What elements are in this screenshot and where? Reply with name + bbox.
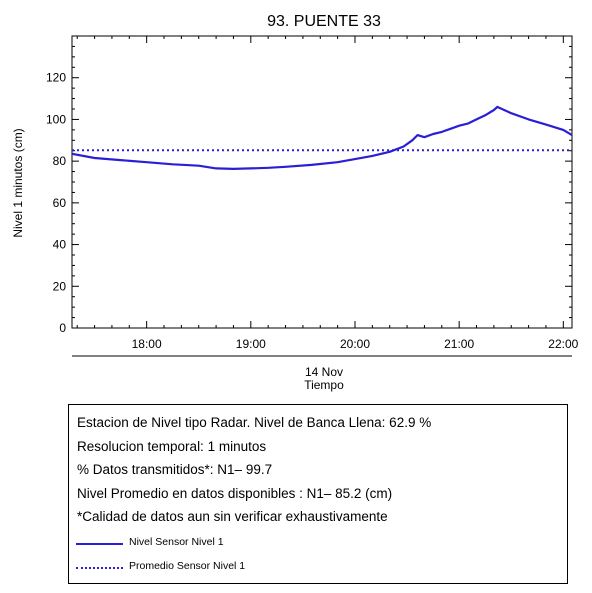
legend-solid-swatch bbox=[76, 543, 123, 545]
x-axis: 18:00 19:00 20:00 21:00 22:00 bbox=[76, 36, 579, 351]
y-axis: 0 20 40 60 80 100 120 bbox=[46, 45, 572, 335]
x-tick-label: 19:00 bbox=[236, 337, 266, 351]
y-tick-label: 20 bbox=[53, 279, 67, 293]
plot-frame bbox=[71, 35, 573, 329]
info-calidad: *Calidad de datos aun sin verificar exha… bbox=[77, 509, 388, 524]
y-axis-title: Nivel 1 minutos (cm) bbox=[11, 128, 25, 237]
y-tick-label: 40 bbox=[53, 238, 67, 252]
y-tick-label: 60 bbox=[53, 196, 67, 210]
chart-title: 93. PUENTE 33 bbox=[267, 13, 381, 30]
info-banca-llena: Estacion de Nivel tipo Radar. Nivel de B… bbox=[77, 415, 432, 430]
y-tick-label: 0 bbox=[59, 321, 66, 335]
x-tick-label: 21:00 bbox=[444, 337, 474, 351]
info-box: Estacion de Nivel tipo Radar. Nivel de B… bbox=[68, 404, 568, 584]
y-tick-label: 100 bbox=[46, 112, 66, 126]
series-layer bbox=[71, 105, 573, 170]
level-chart: 93. PUENTE 33 0 20 40 60 80 100 120 18:00 19:00… bbox=[11, 13, 579, 392]
legend-label-promedio: Promedio Sensor Nivel 1 bbox=[129, 560, 246, 572]
info-resolucion: Resolucion temporal: 1 minutos bbox=[77, 439, 267, 454]
info-nivel-promedio: Nivel Promedio en datos disponibles : N1… bbox=[77, 486, 393, 501]
info-datos-transmitidos: % Datos transmitidos*: N1– 99.7 bbox=[77, 462, 273, 477]
y-tick-label: 120 bbox=[46, 71, 66, 85]
x-tick-label: 22:00 bbox=[548, 337, 578, 351]
x-tick-label: 18:00 bbox=[132, 337, 162, 351]
y-tick-label: 80 bbox=[53, 154, 67, 168]
x-tick-label: 20:00 bbox=[340, 337, 370, 351]
legend-dotted-swatch bbox=[76, 567, 123, 569]
x-axis-title: Tiempo bbox=[304, 378, 344, 392]
legend-label-sensor: Nivel Sensor Nivel 1 bbox=[129, 536, 224, 548]
x-axis-date-label: 14 Nov bbox=[305, 365, 343, 379]
series-line-sensor bbox=[71, 105, 573, 170]
